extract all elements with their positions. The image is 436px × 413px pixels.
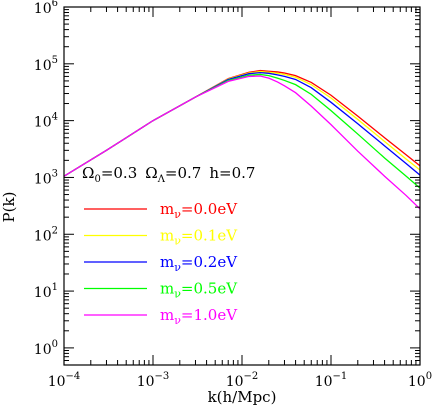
legend-label-1: mν=0.1eV [160, 227, 238, 248]
x-tick-label: 10−1 [315, 371, 348, 390]
series-line-4 [64, 75, 420, 210]
omegaL-symbol: Ω [145, 164, 157, 182]
omega0-symbol: Ω [82, 164, 94, 182]
series-line-2 [64, 71, 420, 177]
legend-label-3: mν=0.5eV [160, 280, 238, 301]
y-axis-label: P(k) [0, 192, 18, 223]
omegaL-subscript: Λ [157, 174, 166, 185]
omega0-subscript: 0 [94, 174, 100, 185]
legend: mν=0.0eV mν=0.1eV mν=0.2eV mν=0.5eV mν=1.0eV [84, 200, 238, 327]
hubble-parameter: h=0.7 [209, 164, 255, 182]
x-tick-label: 10−2 [226, 371, 259, 390]
tick-label-layer: 10−4 10−3 10−2 10−1 100 100 101 102 103 104 105 106 [34, 0, 432, 390]
x-tick-label: 100 [408, 371, 432, 390]
y-tick-label: 105 [34, 55, 58, 74]
y-tick-label: 104 [34, 112, 58, 131]
legend-label-0: mν=0.0eV [160, 200, 238, 221]
x-axis-label: k(h/Mpc) [208, 388, 277, 406]
y-tick-label: 106 [34, 0, 58, 17]
y-tick-label: 102 [34, 225, 58, 244]
omega0-value: =0.3 [101, 164, 137, 182]
y-tick-label: 103 [34, 168, 58, 187]
x-tick-label: 10−4 [48, 371, 81, 390]
legend-label-2: mν=0.2eV [160, 253, 238, 274]
series-line-0 [64, 69, 420, 177]
plot-frame [63, 6, 421, 366]
tick-layer [63, 6, 421, 366]
y-tick-label: 100 [34, 339, 58, 358]
omegaL-value: =0.7 [165, 164, 201, 182]
y-tick-label: 101 [34, 282, 58, 301]
series-layer [64, 69, 420, 210]
cosmology-annotation: Ω0=0.3 ΩΛ=0.7 h=0.7 [82, 164, 255, 185]
legend-label-4: mν=1.0eV [160, 306, 238, 327]
x-tick-label: 10−3 [137, 371, 170, 390]
